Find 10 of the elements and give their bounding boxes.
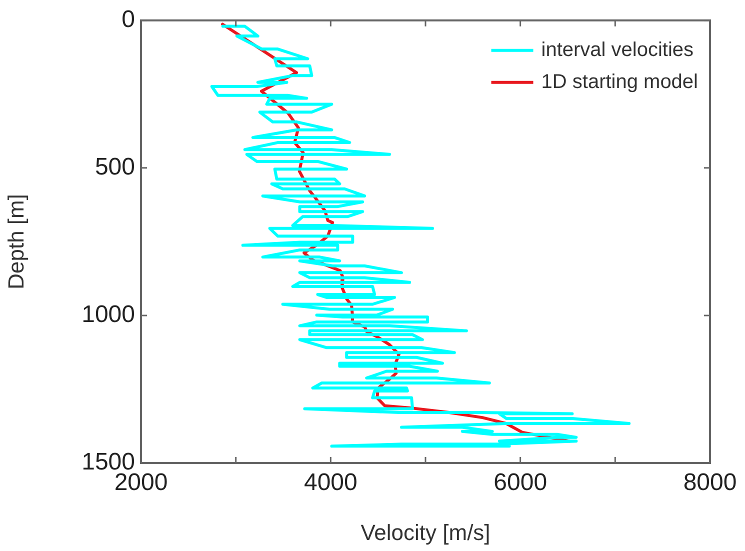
y-tick-label: 500 (94, 154, 135, 181)
x-tick-label: 4000 (304, 469, 358, 496)
legend-label: interval velocities (541, 38, 694, 61)
legend-label: 1D starting model (541, 70, 698, 93)
y-axis-title: Depth [m] (3, 194, 28, 290)
x-axis-title: Velocity [m/s] (360, 520, 490, 545)
y-tick-label: 0 (122, 6, 135, 34)
x-tick-label: 8000 (683, 469, 737, 496)
y-tick-label: 1000 (82, 301, 135, 328)
x-tick-label: 6000 (494, 469, 548, 496)
